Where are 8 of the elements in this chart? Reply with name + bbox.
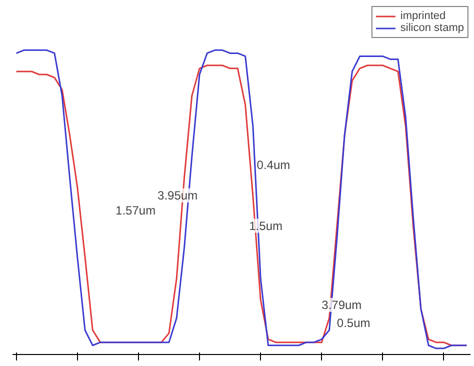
annotation: 0.5um [336,316,370,330]
annotation: 3.79um [322,298,362,312]
annotation: 1.57um [116,204,156,218]
annotation: 0.4um [256,158,290,172]
annotation: 3.95um [158,188,198,202]
legend-label: silicon stamp [400,22,464,34]
legend-label: imprinted [400,10,446,22]
annotation: 1.5um [249,218,282,233]
